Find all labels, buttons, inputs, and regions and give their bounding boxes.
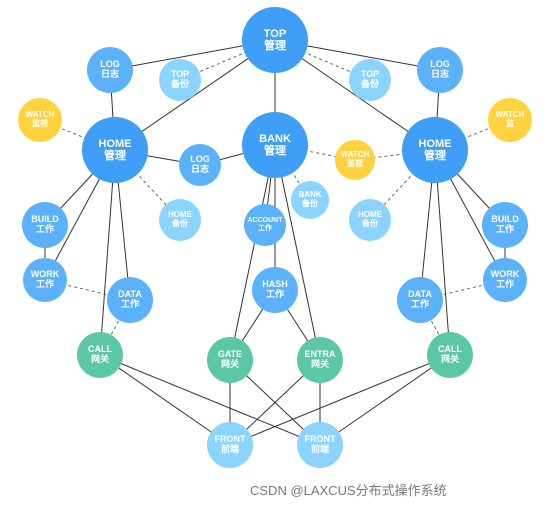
node-entra: ENTRA网关: [297, 337, 343, 383]
node-label-line2: 日志: [431, 70, 449, 80]
node-label-line2: 前端: [221, 445, 239, 455]
node-label-line2: 备份: [362, 220, 378, 229]
node-label-line2: 监视: [32, 120, 48, 129]
node-acct: ACCOUNT工作: [244, 204, 286, 246]
node-watch_m: WATCH监视: [335, 140, 375, 180]
node-data_r: DATA工作: [397, 277, 443, 323]
node-log_r: LOG日志: [417, 47, 463, 93]
node-label-line2: 网关: [91, 355, 109, 365]
node-label-line2: 管理: [104, 150, 126, 162]
node-work_l: WORK工作: [23, 258, 67, 302]
node-top_bak_l: TOP备份: [159, 59, 201, 101]
node-build_r: BUILD工作: [482, 202, 528, 248]
node-label-line2: 工作: [496, 280, 514, 290]
node-hash: HASH工作: [252, 267, 298, 313]
node-label-line1: ACCOUNT: [248, 217, 283, 225]
node-watch_r: WATCH监: [488, 98, 532, 142]
node-log_l: LOG日志: [87, 47, 133, 93]
node-call_r: CALL网关: [427, 332, 473, 378]
node-bank_bak: BANK备份: [291, 181, 329, 219]
node-home_r: HOME管理: [402, 117, 468, 183]
node-label-line2: 工作: [411, 300, 429, 310]
node-label-line2: 管理: [424, 150, 446, 162]
node-label-line2: 备份: [171, 80, 189, 90]
node-label-line2: 工作: [266, 290, 284, 300]
node-label-line2: 管理: [264, 40, 286, 52]
node-label-line2: 工作: [258, 225, 272, 233]
node-log2_l: LOG日志: [179, 144, 221, 186]
watermark-text: CSDN @LAXCUS分布式操作系统: [250, 480, 447, 499]
node-gate: GATE网关: [207, 337, 253, 383]
node-label-line2: 工作: [36, 280, 54, 290]
network-diagram: TOP管理LOG日志TOP备份TOP备份LOG日志WATCH监视WATCH监HO…: [0, 0, 554, 511]
node-label-line1: HOME: [99, 138, 132, 150]
node-label-line2: 管理: [264, 145, 286, 157]
node-label-line1: BANK: [259, 133, 291, 145]
edges-layer: [0, 0, 554, 511]
node-label-line2: 前端: [311, 445, 329, 455]
node-call_l: CALL网关: [77, 332, 123, 378]
node-label-line1: HOME: [419, 138, 452, 150]
node-label-line2: 工作: [121, 300, 139, 310]
node-label-line2: 备份: [302, 200, 318, 209]
node-label-line2: 工作: [496, 225, 514, 235]
node-label-line2: 网关: [221, 360, 239, 370]
node-label-line2: 网关: [441, 355, 459, 365]
node-label-line2: 监视: [347, 160, 363, 169]
node-top_bak_r: TOP备份: [349, 59, 391, 101]
node-bank: BANK管理: [242, 112, 308, 178]
node-label-line2: 备份: [172, 220, 188, 229]
node-front_l: FRONT前端: [207, 422, 253, 468]
node-label-line2: 日志: [191, 165, 209, 175]
node-label-line2: 网关: [311, 360, 329, 370]
node-front_r: FRONT前端: [297, 422, 343, 468]
node-label-line2: 日志: [101, 70, 119, 80]
node-label-line2: 工作: [36, 225, 54, 235]
node-home_l: HOME管理: [82, 117, 148, 183]
node-home_bak_r: HOME备份: [349, 199, 391, 241]
node-top_mgr: TOP管理: [242, 7, 308, 73]
node-label-line2: 监: [506, 120, 514, 129]
node-work_r: WORK工作: [483, 258, 527, 302]
node-label-line1: TOP: [264, 28, 286, 40]
node-build_l: BUILD工作: [22, 202, 68, 248]
node-data_l: DATA工作: [107, 277, 153, 323]
node-label-line2: 备份: [361, 80, 379, 90]
node-watch_l: WATCH监视: [18, 98, 62, 142]
node-home_bak_l: HOME备份: [159, 199, 201, 241]
